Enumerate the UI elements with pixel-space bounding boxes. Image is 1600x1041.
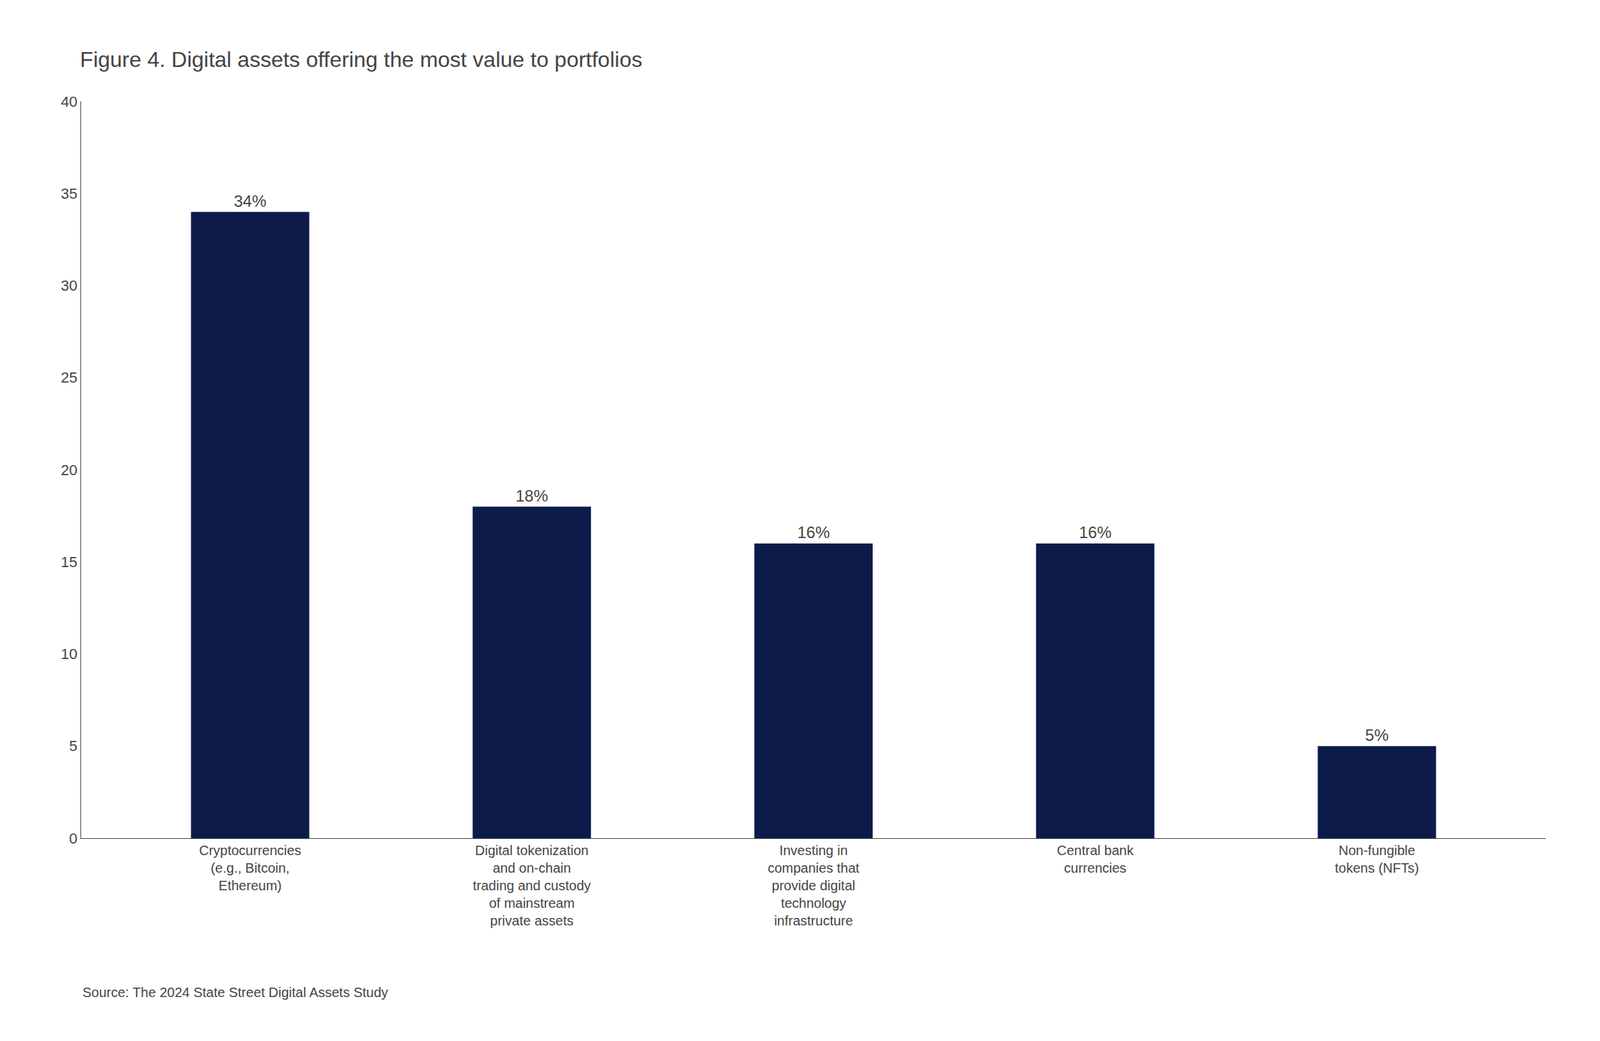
svg-text:10: 10 xyxy=(60,645,78,663)
svg-text:5%: 5% xyxy=(1365,725,1390,745)
svg-text:Figure 4. Digital assets offer: Figure 4. Digital assets offering the mo… xyxy=(79,47,643,72)
svg-text:Cryptocurrencies(e.g., Bitcoin: Cryptocurrencies(e.g., Bitcoin,Ethereum) xyxy=(198,842,301,893)
svg-text:34%: 34% xyxy=(233,191,267,211)
svg-text:30: 30 xyxy=(60,277,78,295)
svg-text:20: 20 xyxy=(60,461,78,479)
svg-text:Investing incompanies thatprov: Investing incompanies thatprovide digita… xyxy=(767,842,860,929)
svg-text:16%: 16% xyxy=(1078,523,1112,542)
svg-text:25: 25 xyxy=(60,369,78,386)
svg-text:18%: 18% xyxy=(515,486,549,505)
svg-text:Digital tokenizationand on-cha: Digital tokenizationand on-chaintrading … xyxy=(472,842,591,929)
svg-text:Source: The 2024 State Street: Source: The 2024 State Street Digital As… xyxy=(82,984,389,1000)
svg-text:40: 40 xyxy=(60,93,78,111)
svg-text:5: 5 xyxy=(68,737,78,755)
svg-text:15: 15 xyxy=(60,553,78,571)
svg-text:16%: 16% xyxy=(796,523,830,542)
svg-text:Non-fungibletokens (NFTs): Non-fungibletokens (NFTs) xyxy=(1335,842,1419,876)
svg-text:Central bankcurrencies: Central bankcurrencies xyxy=(1057,842,1135,876)
svg-text:0: 0 xyxy=(68,830,78,847)
svg-text:35: 35 xyxy=(60,185,78,203)
